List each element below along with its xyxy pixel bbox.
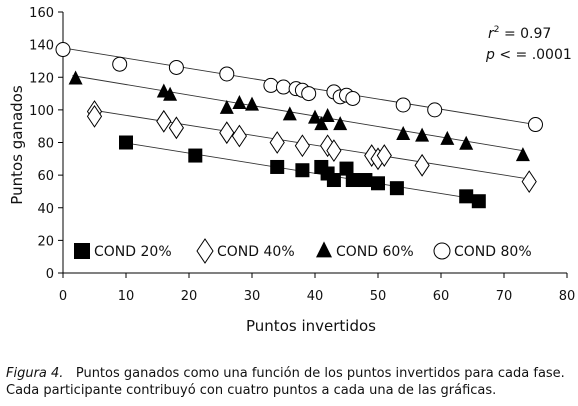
data-point-series-1 <box>270 159 285 174</box>
data-point-series-1 <box>339 161 354 176</box>
data-point-series-2 <box>294 134 311 158</box>
data-point-series-1 <box>326 173 341 188</box>
data-point-series-4 <box>112 56 128 72</box>
data-point-series-1 <box>389 181 404 196</box>
data-point-series-2 <box>168 116 185 140</box>
data-point-series-3 <box>245 96 259 111</box>
x-tick-label: 40 <box>307 289 324 304</box>
data-point-series-1 <box>345 173 360 188</box>
data-point-series-2 <box>414 153 430 177</box>
data-point-series-4 <box>219 66 235 82</box>
data-point-series-2 <box>86 104 103 128</box>
data-point-series-4 <box>427 102 443 118</box>
y-tick-label: 140 <box>29 39 54 54</box>
data-point-series-3 <box>163 86 178 101</box>
data-point-series-2 <box>156 109 172 133</box>
data-point-series-2 <box>269 131 285 154</box>
data-point-series-3 <box>396 125 411 140</box>
data-point-series-4 <box>345 90 361 106</box>
data-point-series-4 <box>55 42 71 58</box>
data-point-series-3 <box>282 106 297 121</box>
y-tick-label: 100 <box>29 104 54 119</box>
legend-marker-4 <box>433 242 451 260</box>
data-point-series-3 <box>219 99 234 114</box>
scatter-chart: 0 20 40 60 80 100 120 140 160 0 10 20 30 40 50 60 70 80 C… <box>8 6 575 335</box>
data-point-series-1 <box>358 173 373 188</box>
y-tick-label: 0 <box>46 267 54 282</box>
x-tick-label: 50 <box>370 289 387 304</box>
legend-marker-1 <box>74 243 90 259</box>
data-point-series-1 <box>295 163 310 178</box>
data-point-series-3 <box>415 127 430 142</box>
legend: COND 20% COND 40% COND 60% COND 80% <box>74 238 532 264</box>
caption-text: Puntos ganados como una función de los p… <box>6 366 565 398</box>
data-point-series-4 <box>395 97 411 113</box>
data-point-series-1 <box>371 176 385 191</box>
data-point-series-3 <box>440 130 455 145</box>
data-point-series-3 <box>68 70 83 85</box>
legend-marker-2 <box>196 238 214 264</box>
x-tick-label: 30 <box>244 289 261 304</box>
data-point-series-4 <box>168 59 184 75</box>
y-tick-label: 120 <box>29 71 54 86</box>
data-point-series-3 <box>232 94 247 109</box>
data-point-series-4 <box>263 77 279 93</box>
data-point-series-4 <box>528 117 543 133</box>
x-tick-label: 70 <box>496 289 513 304</box>
x-tick-label: 20 <box>181 289 198 304</box>
statistics-annotation: r2 = 0.97 p < = .0001 <box>485 25 572 63</box>
y-axis-label: Puntos ganados <box>8 85 26 205</box>
axes: 0 20 40 60 80 100 120 140 160 0 10 20 30 40 50 60 70 80 <box>29 6 575 304</box>
legend-label-3: COND 60% <box>336 244 414 260</box>
x-tick-label: 80 <box>559 289 576 304</box>
p-value-annotation: p < = .0001 <box>485 47 572 63</box>
figure-caption: Figura 4. Puntos ganados como una funció… <box>6 365 572 399</box>
data-point-series-3 <box>333 116 348 131</box>
r-squared-annotation: r2 = 0.97 <box>488 25 551 42</box>
x-tick-label: 0 <box>59 289 67 304</box>
data-point-series-3 <box>308 109 322 124</box>
data-point-series-4 <box>301 86 317 102</box>
y-tick-label: 80 <box>37 137 54 152</box>
data-point-series-1 <box>119 135 133 150</box>
data-point-series-1 <box>459 189 474 204</box>
y-tick-label: 60 <box>37 169 54 184</box>
data-point-series-2 <box>376 144 392 167</box>
data-point-series-1 <box>471 194 486 209</box>
data-point-series-3 <box>314 116 329 131</box>
data-point-series-2 <box>219 121 235 145</box>
data-point-series-2 <box>326 139 342 163</box>
y-tick-label: 20 <box>37 234 54 249</box>
data-point-series-4 <box>276 79 291 95</box>
x-tick-label: 60 <box>433 289 450 304</box>
data-point-series-3 <box>515 147 530 162</box>
legend-label-1: COND 20% <box>94 244 172 260</box>
legend-label-4: COND 80% <box>454 244 532 260</box>
data-point-series-3 <box>459 135 474 150</box>
y-tick-label: 40 <box>37 202 54 217</box>
data-point-series-3 <box>320 108 335 122</box>
x-tick-label: 10 <box>118 289 135 304</box>
legend-label-2: COND 40% <box>217 244 295 260</box>
data-point-series-1 <box>188 148 203 163</box>
y-tick-label: 160 <box>29 6 54 21</box>
data-point-series-2 <box>521 170 537 194</box>
data-point-series-2 <box>231 124 248 148</box>
data-markers <box>55 42 543 209</box>
legend-marker-3 <box>316 241 332 258</box>
figure-label: Figura 4. <box>6 366 64 381</box>
x-axis-label: Puntos invertidos <box>246 317 376 335</box>
